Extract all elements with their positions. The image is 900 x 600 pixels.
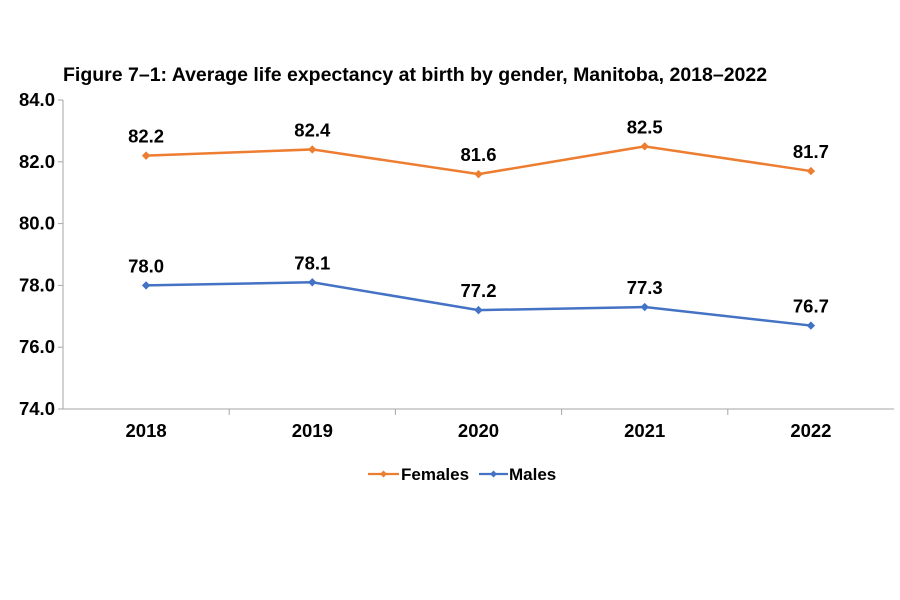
svg-text:78.0: 78.0 [19,274,55,295]
svg-text:74.0: 74.0 [19,398,55,419]
svg-text:82.4: 82.4 [294,119,331,140]
svg-text:77.3: 77.3 [627,277,663,298]
svg-text:76.7: 76.7 [793,296,829,317]
svg-text:84.0: 84.0 [19,89,55,110]
svg-text:78.0: 78.0 [128,255,164,276]
svg-text:2019: 2019 [292,420,333,441]
svg-text:Females: Females [401,465,469,484]
svg-text:2018: 2018 [126,420,167,441]
svg-text:81.6: 81.6 [460,144,496,165]
svg-text:2021: 2021 [624,420,665,441]
svg-text:2020: 2020 [458,420,499,441]
svg-text:Males: Males [509,465,556,484]
svg-text:82.5: 82.5 [627,116,663,137]
svg-text:76.0: 76.0 [19,336,55,357]
svg-text:82.2: 82.2 [128,126,164,147]
svg-text:2022: 2022 [790,420,831,441]
svg-text:81.7: 81.7 [793,141,829,162]
svg-text:78.1: 78.1 [294,252,330,273]
svg-text:77.2: 77.2 [460,280,496,301]
svg-text:80.0: 80.0 [19,213,55,234]
svg-text:82.0: 82.0 [19,151,55,172]
